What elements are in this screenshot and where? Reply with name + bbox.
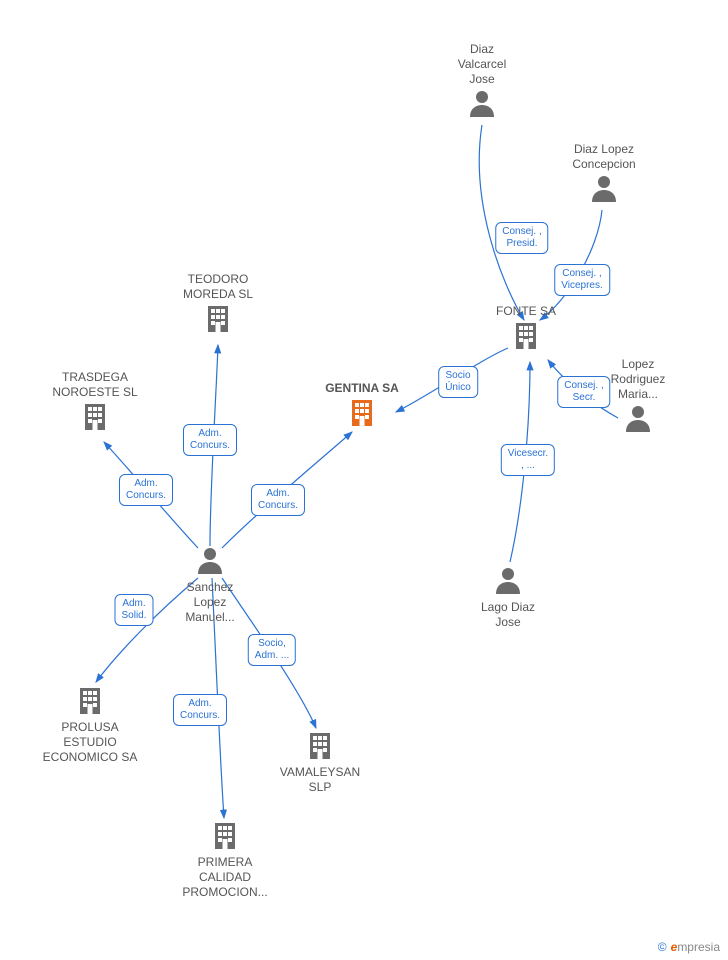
node-label: FONTE SA [496, 304, 556, 318]
edge-label-sanchez-to-vamaleysan: Socio,Adm. ... [248, 634, 296, 666]
node-trasdega[interactable]: TRASDEGA NOROESTE SL [35, 370, 155, 436]
node-lago_diaz[interactable]: Lago Diaz Jose [458, 564, 558, 630]
edge-label-sanchez-to-trasdega: Adm.Concurs. [119, 474, 173, 506]
node-label: VAMALEYSAN SLP [280, 765, 360, 794]
watermark-rest: mpresia [677, 940, 720, 954]
node-fonte[interactable]: FONTE SA [476, 304, 576, 355]
node-teodoro[interactable]: TEODORO MOREDA SL [163, 272, 273, 338]
node-label: Diaz Valcarcel Jose [458, 42, 506, 86]
edge-label-sanchez-to-teodoro: Adm.Concurs. [183, 424, 237, 456]
node-primera[interactable]: PRIMERA CALIDAD PROMOCION... [160, 819, 290, 900]
node-gentina[interactable]: GENTINA SA [302, 381, 422, 432]
node-sanchez[interactable]: Sanchez Lopez Manuel... [160, 544, 260, 625]
node-label: Sanchez Lopez Manuel... [185, 580, 234, 624]
edge-label-sanchez-to-prolusa: Adm.Solid. [114, 594, 153, 626]
node-diaz_lopez[interactable]: Diaz Lopez Concepcion [544, 142, 664, 208]
node-prolusa[interactable]: PROLUSA ESTUDIO ECONOMICO SA [25, 684, 155, 765]
node-label: Lopez Rodriguez Maria... [611, 357, 666, 401]
node-label: Lago Diaz Jose [481, 600, 535, 629]
edge-label-lopez_rodriguez-to-fonte: Consej. ,Secr. [557, 376, 610, 408]
diagram-canvas: Diaz Valcarcel Jose Diaz Lopez Concepcio… [0, 0, 728, 960]
node-label: TEODORO MOREDA SL [183, 272, 253, 301]
node-vamaleysan[interactable]: VAMALEYSAN SLP [260, 729, 380, 795]
edge-label-sanchez-to-primera: Adm.Concurs. [173, 694, 227, 726]
edge-label-diaz_valcarcel-to-fonte: Consej. ,Presid. [495, 222, 548, 254]
edge-label-diaz_lopez-to-fonte: Consej. ,Vicepres. [554, 264, 610, 296]
node-label: PROLUSA ESTUDIO ECONOMICO SA [43, 720, 138, 764]
edge-label-fonte-to-gentina: SocioÚnico [438, 366, 478, 398]
node-label: Diaz Lopez Concepcion [572, 142, 635, 171]
node-label: PRIMERA CALIDAD PROMOCION... [182, 855, 267, 899]
copyright-symbol: © [658, 940, 667, 954]
edge-label-lago_diaz-to-fonte: Vicesecr., ... [501, 444, 555, 476]
watermark: ©empresia [658, 940, 720, 954]
node-label: GENTINA SA [325, 381, 399, 395]
edge-label-sanchez-to-gentina: Adm.Concurs. [251, 484, 305, 516]
node-diaz_valcarcel[interactable]: Diaz Valcarcel Jose [432, 42, 532, 123]
node-label: TRASDEGA NOROESTE SL [52, 370, 137, 399]
